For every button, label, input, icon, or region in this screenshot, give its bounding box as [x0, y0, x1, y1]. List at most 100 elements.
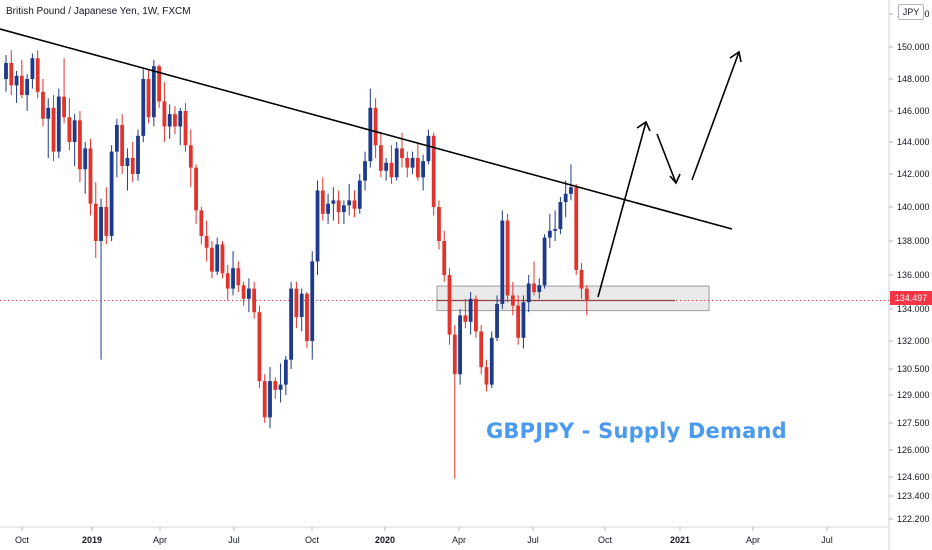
candle-body [368, 107, 373, 162]
y-tick-label: 146.000 [897, 106, 930, 116]
projection-arrow-down [656, 133, 677, 184]
candle [463, 298, 468, 329]
x-axis-ticks: Oct 2019 Apr Jul Oct 2020 Apr Jul Oct 2021 Apr Jul [15, 527, 833, 545]
candle [363, 151, 367, 191]
candle [426, 129, 431, 165]
y-axis-ticks: 122.200 123.400 124.600 126.000 127.500 129.0… [889, 9, 930, 524]
candle [231, 251, 235, 296]
candle [331, 187, 336, 221]
candle-body [331, 200, 336, 204]
candle [373, 98, 378, 158]
y-tick-label: 148.000 [897, 74, 930, 84]
candle-body [537, 285, 542, 292]
x-tick-label: Oct [15, 535, 30, 545]
candle-body [389, 162, 394, 178]
candle [357, 174, 362, 214]
candle [553, 210, 558, 241]
candle-body [378, 145, 383, 171]
candle-body [289, 288, 294, 360]
candle [146, 69, 151, 124]
candle-body [468, 298, 473, 322]
candle [257, 305, 262, 389]
candle [262, 374, 267, 423]
candle-body [283, 359, 288, 385]
candle [584, 285, 589, 316]
x-tick-label: 2021 [670, 535, 690, 545]
candle-body [167, 114, 172, 127]
candle [500, 210, 505, 309]
candle-body [400, 148, 404, 158]
arrowhead-down [669, 173, 681, 185]
candle-body [67, 117, 72, 142]
candle [526, 275, 531, 313]
x-tick-label: Jul [821, 535, 833, 545]
candle [215, 237, 220, 275]
candle [468, 292, 473, 335]
candle-body [30, 58, 35, 79]
candle-body [415, 158, 420, 178]
candle-body [210, 247, 214, 272]
candle [505, 213, 510, 303]
candle-body [500, 220, 505, 304]
candle-body [410, 158, 415, 168]
candle-body [299, 293, 304, 317]
candle [183, 103, 188, 152]
candle [173, 106, 177, 135]
candle-body [88, 148, 93, 204]
y-tick-label: 122.200 [897, 514, 930, 524]
candle [78, 111, 82, 183]
candle-body [83, 148, 88, 170]
candle [421, 154, 426, 191]
candle [188, 129, 193, 188]
candle-body [553, 229, 558, 231]
candle-body [342, 205, 346, 213]
candle-body [542, 237, 547, 286]
candle [537, 278, 542, 299]
x-tick-label: Jul [228, 535, 240, 545]
candle-body [547, 230, 552, 238]
candle-body [14, 75, 19, 86]
candle [220, 241, 225, 279]
candle-body [558, 202, 563, 230]
candle-body [305, 293, 309, 341]
candle [510, 281, 515, 316]
candle [437, 200, 441, 250]
candle [368, 88, 373, 168]
candle [125, 148, 130, 191]
candle-body [373, 107, 378, 146]
candle [46, 98, 51, 158]
candle-body [178, 111, 183, 127]
candle-body [431, 135, 436, 207]
arrowhead-up-1 [636, 120, 651, 132]
candle [268, 367, 272, 429]
candle-body [384, 162, 389, 171]
candle-body [252, 288, 257, 313]
candle-body [19, 75, 24, 95]
candle [305, 292, 309, 349]
candle [521, 295, 526, 349]
candle [167, 104, 172, 139]
candle [241, 281, 246, 306]
candle [299, 288, 304, 332]
candle-body [35, 58, 40, 92]
currency-button[interactable]: JPY [898, 4, 924, 20]
candle-body [426, 135, 431, 162]
y-tick-label: 132.000 [897, 336, 930, 346]
candle [109, 145, 114, 241]
candle [136, 129, 140, 181]
candle-body [516, 305, 521, 338]
candle-body [268, 381, 272, 418]
candle [210, 241, 214, 279]
candle-body [220, 244, 225, 274]
candle-body [347, 200, 352, 206]
candle-body [447, 275, 452, 335]
projection-arrow-up-1 [597, 121, 647, 298]
candle-body [479, 331, 484, 368]
candle [558, 197, 563, 235]
candle-body [474, 298, 478, 332]
candle-body [162, 101, 167, 127]
candle-body [463, 315, 468, 322]
candle-body [104, 207, 109, 236]
candle-body [136, 135, 140, 174]
